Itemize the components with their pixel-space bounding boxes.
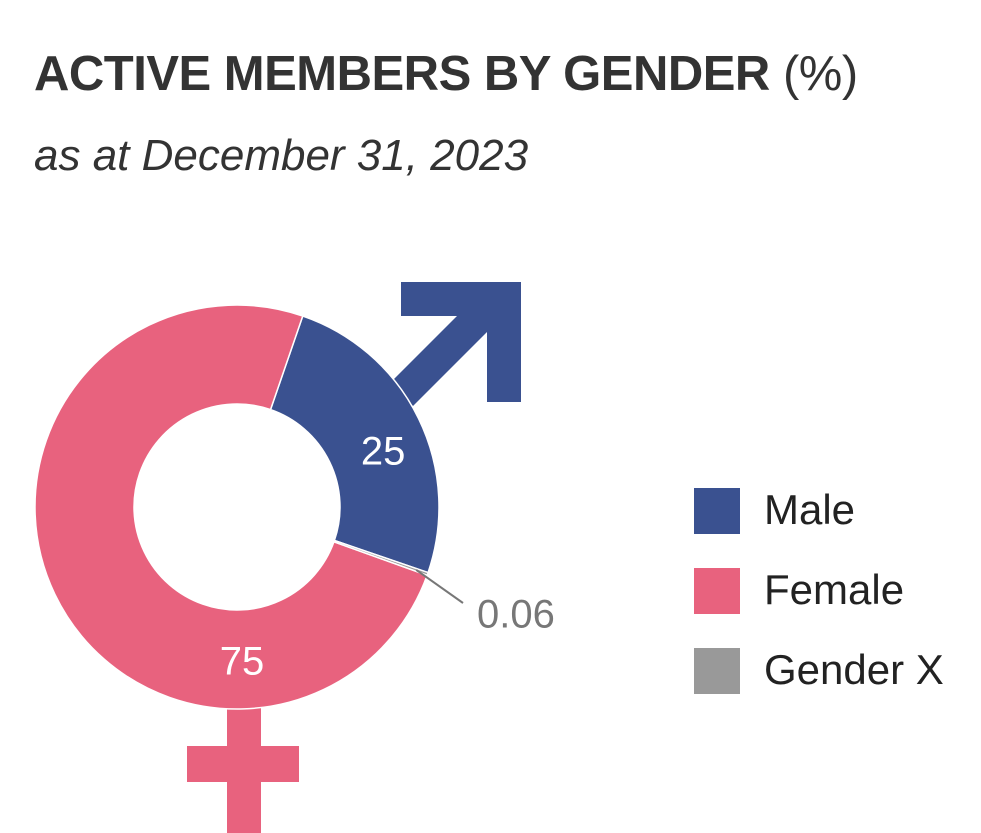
chart-title: ACTIVE MEMBERS BY GENDER (%) — [34, 44, 858, 104]
data-labels: 25 75 0.06 — [220, 429, 555, 683]
male-symbol-arrow-icon — [390, 282, 521, 406]
legend-label-male: Male — [764, 486, 856, 533]
slice-male — [269, 315, 440, 574]
leader-line-gender-x — [415, 569, 464, 604]
legend-label-gender-x: Gender X — [764, 646, 944, 693]
data-label-male: 25 — [361, 429, 406, 473]
donut-slices — [34, 304, 440, 710]
chart-subtitle: as at December 31, 2023 — [34, 131, 529, 180]
female-cross-bar — [187, 746, 299, 782]
chart-title-unit: (%) — [782, 47, 858, 101]
slice-female — [34, 304, 429, 710]
data-label-female: 75 — [220, 640, 265, 684]
male-arrow-head — [401, 282, 521, 402]
data-label-gender-x: 0.06 — [477, 593, 555, 637]
legend-swatch-gender-x — [694, 648, 740, 694]
slice-gender-x — [332, 539, 430, 577]
legend-swatch-female — [694, 568, 740, 614]
legend-swatch-male — [694, 488, 740, 534]
legend-label-female: Female — [764, 566, 905, 613]
female-symbol-cross-icon — [187, 705, 299, 833]
chart-title-main: ACTIVE MEMBERS BY GENDER — [34, 47, 770, 101]
